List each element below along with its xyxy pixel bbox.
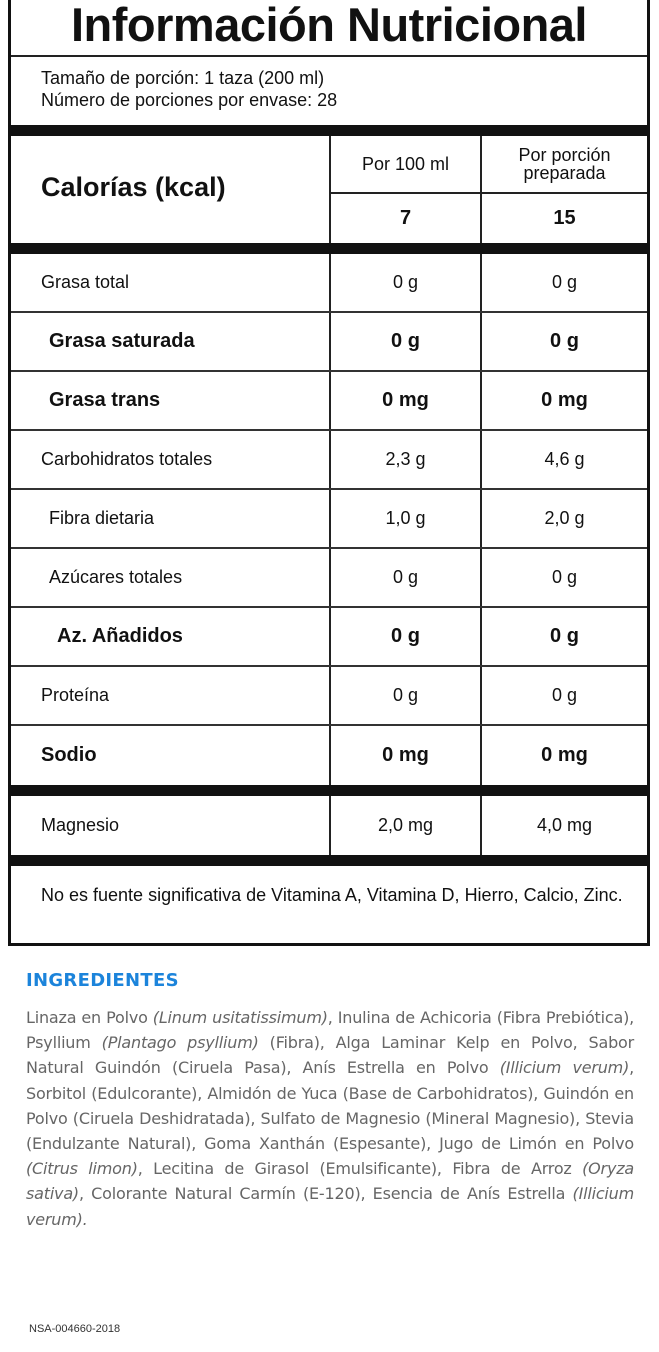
col-header-per-100ml: Por 100 ml (331, 136, 480, 194)
nutrient-name: Magnesio (11, 796, 331, 855)
scientific-name: (Plantago psyllium) (101, 1033, 259, 1053)
divider (11, 785, 647, 796)
value-per-serving: 2,0 g (544, 508, 585, 528)
divider (11, 243, 647, 254)
value-per-100ml: 0 g (331, 667, 482, 724)
nutrition-facts-label: Información Nutricional Tamaño de porció… (8, 0, 650, 946)
value-per-serving: 0 mg (541, 744, 588, 766)
nutrient-name: Az. Añadidos (11, 608, 331, 665)
ingredients-text: Linaza en Polvo (Linum usitatissimum), I… (26, 1005, 634, 1232)
calories-per-serving: 15 (553, 207, 576, 229)
nutrient-name: Grasa saturada (11, 313, 331, 370)
divider (11, 855, 647, 866)
scientific-name: (Oryza sativa) (26, 1159, 635, 1204)
value-per-serving: 0 g (551, 685, 578, 705)
value-per-100ml: 0 mg (331, 372, 482, 429)
serving-size: Tamaño de porción: 1 taza (200 ml) (41, 68, 325, 88)
nutrient-row: Fibra dietaria 1,0 g 2,0 g (11, 490, 647, 549)
nutrient-name: Fibra dietaria (11, 490, 331, 547)
scientific-name: (Linum usitatissimum) (152, 1008, 328, 1027)
servings-per-container: Número de porciones por envase: 28 (41, 90, 338, 110)
ingredient-text: Linaza en Polvo (26, 1008, 153, 1027)
ingredient-text: , Sorbitol (Edulcorante), Almidón de Yuc… (26, 1058, 634, 1154)
registration-number: NSA-004660-2018 (29, 1323, 121, 1335)
ingredient-text: (Fibra), Alga Laminar Kelp en Polvo, Sab… (26, 1033, 634, 1078)
calories-per-100ml: 7 (399, 207, 412, 229)
col-header-per-serving: Por porción preparada (482, 136, 647, 194)
value-per-100ml: 0 g (331, 608, 482, 665)
value-per-serving: 4,6 g (544, 449, 585, 469)
nutrient-name: Grasa trans (11, 372, 331, 429)
scientific-name: (Illicium verum). (26, 1184, 634, 1229)
value-per-100ml: 0 g (331, 549, 482, 606)
scientific-name: (Citrus limon) (26, 1159, 138, 1179)
nutrient-name: Sodio (11, 726, 331, 785)
serving-info: Tamaño de porción: 1 taza (200 ml) Númer… (11, 57, 647, 125)
nutrient-row: Magnesio 2,0 mg 4,0 mg (11, 796, 647, 855)
nutrient-row: Sodio 0 mg 0 mg (11, 726, 647, 785)
divider (11, 125, 647, 136)
value-per-100ml: 1,0 g (331, 490, 482, 547)
nutrient-row: Carbohidratos totales 2,3 g 4,6 g (11, 431, 647, 490)
value-per-100ml: 0 g (331, 313, 482, 370)
value-per-serving: 0 g (551, 272, 578, 292)
mineral-rows: Magnesio 2,0 mg 4,0 mg (11, 796, 647, 855)
calories-label: Calorías (kcal) (11, 136, 331, 243)
scientific-name: (Illicium verum) (499, 1058, 630, 1078)
value-per-serving: 4,0 mg (536, 815, 593, 835)
value-per-serving: 0 g (550, 330, 579, 352)
value-per-100ml: 0 mg (331, 726, 482, 785)
nutrient-row: Grasa trans 0 mg 0 mg (11, 372, 647, 431)
nutrient-name: Grasa total (11, 254, 331, 311)
value-per-serving: 0 g (551, 567, 578, 587)
footnote: No es fuente significativa de Vitamina A… (41, 885, 623, 905)
nutrient-name: Azúcares totales (11, 549, 331, 606)
nutrient-name: Carbohidratos totales (11, 431, 331, 488)
value-per-100ml: 0 g (331, 254, 482, 311)
nutrient-name: Proteína (11, 667, 331, 724)
calories-section: Calorías (kcal) Por 100 ml 7 Por porción… (11, 136, 647, 243)
value-per-100ml: 2,3 g (331, 431, 482, 488)
ingredient-text: , Inulina de Achicoria (Fibra Prebiótica… (26, 1008, 634, 1053)
value-per-serving: 0 mg (541, 389, 588, 411)
value-per-serving: 0 g (550, 625, 579, 647)
label-title: Información Nutricional (11, 0, 647, 57)
ingredient-text: , Lecitina de Girasol (Emulsificante), F… (137, 1159, 583, 1179)
ingredients-heading: INGREDIENTES (26, 970, 179, 991)
value-per-100ml: 2,0 mg (331, 796, 482, 855)
ingredient-text: , Colorante Natural Carmín (E-120), Esen… (78, 1184, 573, 1204)
ingredients-section: INGREDIENTES Linaza en Polvo (Linum usit… (26, 970, 634, 1232)
